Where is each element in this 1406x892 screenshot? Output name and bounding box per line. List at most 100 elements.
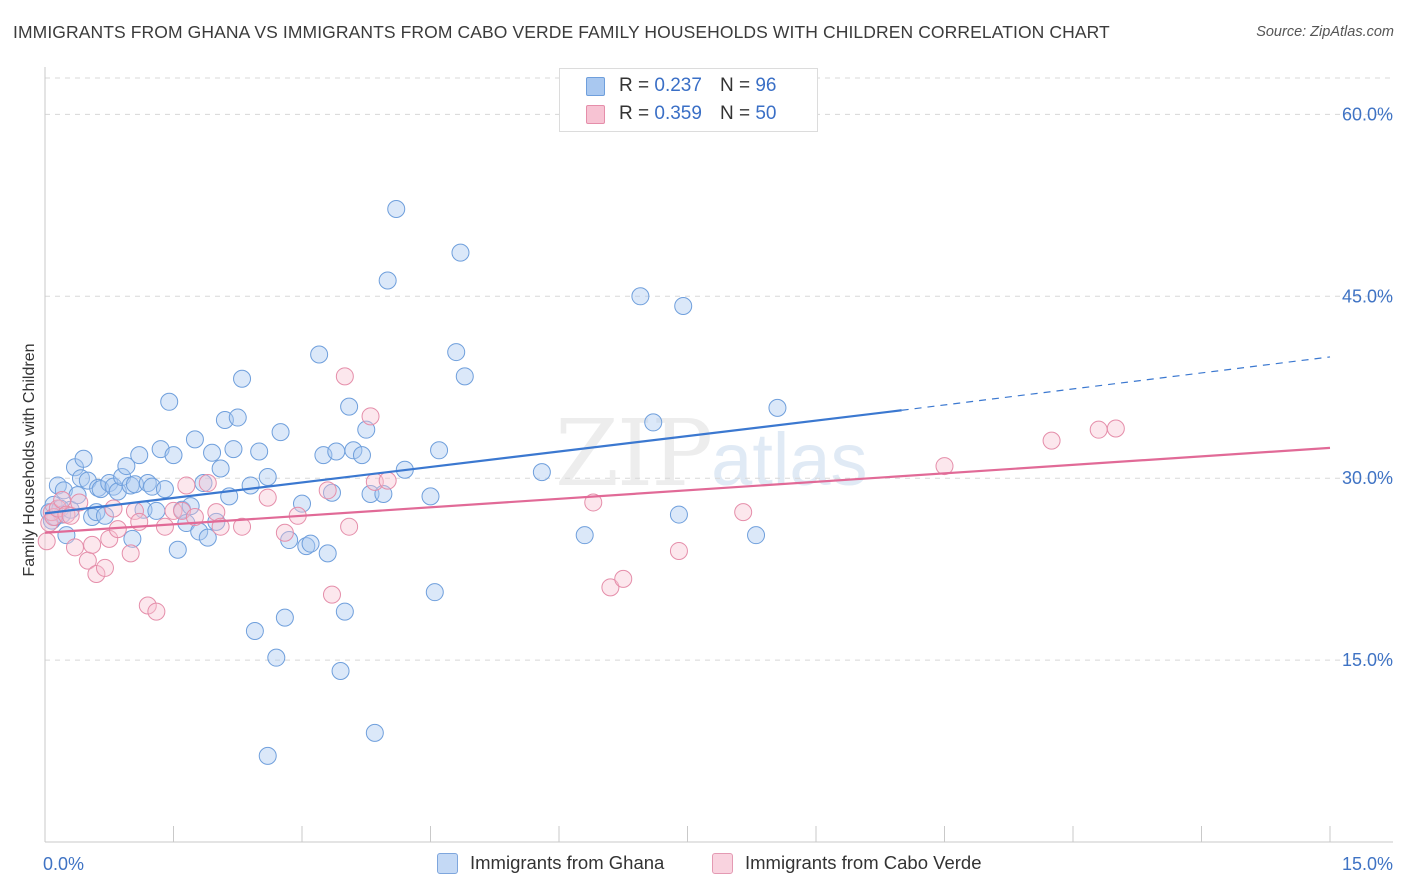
- cabo-verde-point: [104, 499, 123, 518]
- cabo-verde-point: [378, 471, 397, 490]
- ghana-point: [387, 199, 406, 218]
- y-axis-label: Family Households with Children: [21, 344, 38, 577]
- cabo-verde-point: [65, 538, 84, 557]
- ghana-point: [160, 392, 179, 411]
- cabo-verde-point: [155, 517, 174, 536]
- trend-layer: [44, 356, 1331, 534]
- ghana-point: [181, 497, 200, 516]
- ghana-point: [168, 540, 187, 559]
- cabo-verde-point: [83, 535, 102, 554]
- cabo-verde-point: [95, 558, 114, 577]
- ghana-trendline-extension: [901, 356, 1331, 411]
- cabo-verde-point: [1042, 431, 1061, 450]
- ghana-point: [185, 430, 204, 449]
- ghana-point: [421, 487, 440, 506]
- ghana-point: [164, 446, 183, 465]
- cabo-verde-point: [1106, 419, 1125, 438]
- ghana-point: [71, 469, 90, 488]
- ghana-point: [318, 544, 337, 563]
- cabo-verde-point: [198, 474, 217, 493]
- cabo-verde-point: [935, 457, 954, 476]
- ghana-point: [352, 446, 371, 465]
- legend-n-label: N =: [719, 75, 751, 96]
- legend-r-value: 0.237: [654, 75, 702, 96]
- legend-r-value: 0.359: [654, 103, 702, 124]
- cabo-verde-trendline: [44, 446, 1331, 534]
- bottom-legend-label-ghana: Immigrants from Ghana: [470, 852, 665, 873]
- cabo-verde-point: [340, 517, 359, 536]
- legend-n-value: 50: [755, 103, 777, 124]
- ghana-point: [378, 271, 397, 290]
- legend-r-label: R =: [619, 103, 650, 124]
- ghana-point: [451, 243, 470, 262]
- ghana-point: [430, 441, 449, 460]
- ghana-point: [271, 423, 290, 442]
- cabo-verde-point: [185, 507, 204, 526]
- cabo-verde-point: [318, 481, 337, 500]
- ghana-point: [241, 476, 260, 495]
- watermark: ZIPatlas: [555, 400, 867, 507]
- y-tick-label: 45.0%: [1342, 286, 1393, 306]
- point-layer: [37, 199, 1125, 765]
- watermark-zip: ZIP: [555, 400, 713, 507]
- y-tick-label: 15.0%: [1342, 650, 1393, 670]
- ghana-point: [310, 345, 329, 364]
- ghana-point: [258, 467, 277, 486]
- ghana-point: [267, 648, 286, 667]
- ghana-point: [674, 296, 693, 315]
- y-tick-label: 30.0%: [1342, 468, 1393, 488]
- ghana-point: [198, 528, 217, 547]
- label-layer: 15.0% 30.0% 45.0% 60.0% 0.0% 15.0% Family Hous…: [21, 104, 1393, 874]
- ghana-point: [258, 746, 277, 765]
- ghana-point: [361, 484, 380, 503]
- cabo-verde-point: [361, 407, 380, 426]
- ghana-point: [747, 526, 766, 545]
- bottom-legend-swatch-ghana: [437, 852, 458, 874]
- cabo-verde-point: [734, 503, 753, 522]
- ghana-point: [631, 287, 650, 306]
- ghana-point: [340, 397, 359, 416]
- cabo-verde-point: [322, 585, 341, 604]
- ghana-point: [48, 476, 67, 495]
- ghana-point: [155, 480, 174, 499]
- ghana-point: [455, 367, 474, 386]
- legend-box: R = 0.237 N = 96 R = 0.359 N = 50: [559, 68, 818, 132]
- ghana-point: [365, 723, 384, 742]
- ghana-point: [147, 501, 166, 520]
- cabo-verde-point: [70, 493, 89, 512]
- ghana-point: [123, 529, 142, 548]
- chart-source: Source: ZipAtlas.com: [1256, 24, 1394, 40]
- legend-row-cabo-verde: R = 0.359 N = 50: [586, 103, 776, 125]
- cabo-verde-point: [614, 569, 633, 588]
- ghana-point: [245, 621, 264, 640]
- ghana-point: [301, 534, 320, 553]
- ghana-point: [117, 457, 136, 476]
- x-tick-label: 0.0%: [43, 854, 84, 874]
- bottom-legend: Immigrants from Ghana Immigrants from Ca…: [0, 852, 1406, 878]
- ghana-trendline: [44, 409, 902, 515]
- legend-swatch-cabo-verde: [586, 104, 605, 124]
- ghana-point: [344, 441, 363, 460]
- ghana-point: [250, 442, 269, 461]
- ghana-point: [293, 494, 311, 513]
- cabo-verde-point: [669, 541, 688, 560]
- cabo-verde-point: [275, 523, 294, 542]
- legend-swatch-ghana: [586, 76, 605, 96]
- ghana-point: [357, 420, 376, 439]
- cabo-verde-point: [584, 493, 603, 512]
- ghana-point: [78, 471, 97, 490]
- ghana-point: [575, 526, 594, 545]
- ghana-point: [669, 505, 688, 524]
- legend-n-label: N =: [719, 103, 751, 124]
- x-tick-label: 15.0%: [1342, 854, 1393, 874]
- ghana-point: [327, 442, 346, 461]
- ghana-point: [335, 602, 354, 621]
- cabo-verde-point: [233, 517, 252, 536]
- cabo-verde-point: [601, 578, 620, 597]
- ghana-point: [425, 583, 444, 602]
- ghana-point: [228, 408, 247, 427]
- cabo-verde-point: [37, 532, 56, 551]
- legend-row-ghana: R = 0.237 N = 96: [586, 75, 776, 97]
- cabo-verde-point: [121, 544, 140, 563]
- ghana-point: [233, 369, 252, 388]
